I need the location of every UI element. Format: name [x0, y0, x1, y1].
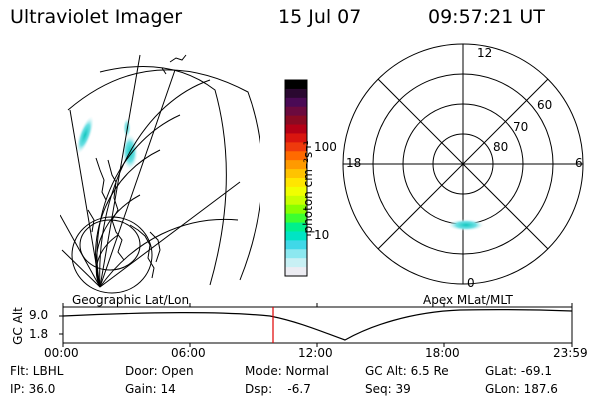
mlt-label-0: 0 — [467, 276, 475, 290]
colorbar-segment — [285, 80, 307, 90]
colorbar-tick-100: 100 — [314, 140, 337, 154]
mlt-label-18: 18 — [346, 156, 362, 170]
time-tick-2359: 23:59 — [553, 346, 588, 360]
glat-info: GLat: -69.1 — [485, 364, 552, 378]
filter-info: Flt: LBHL — [10, 364, 64, 378]
mlat-label-70: 70 — [513, 120, 529, 134]
colorbar-segment — [285, 160, 307, 170]
date-label: 15 Jul 07 — [278, 6, 362, 28]
colorbar-segment — [285, 169, 307, 179]
ip-info: IP: 36.0 — [10, 382, 56, 396]
colorbar-segment — [285, 124, 307, 135]
time-tick-0600: 06:00 — [171, 346, 206, 360]
glon-info: GLon: 187.6 — [485, 382, 558, 396]
colorbar-segment — [285, 258, 307, 268]
altitude-ytick-1.8: 1.8 — [29, 327, 49, 341]
colorbar-segment — [285, 249, 307, 259]
door-info: Door: Open — [125, 364, 194, 378]
time-tick-1800: 18:00 — [425, 346, 460, 360]
time-label: 09:57:21 UT — [428, 6, 545, 28]
colorbar-segment — [285, 186, 307, 197]
altitude-plot — [59, 303, 573, 347]
aurora-oval-emission — [448, 219, 484, 231]
colorbar-segment — [285, 204, 307, 215]
time-tick-1200: 12:00 — [298, 346, 333, 360]
colorbar-segment — [285, 115, 307, 126]
colorbar-segment — [285, 240, 307, 250]
colorbar-segment — [285, 267, 307, 277]
geographic-map-caption: Geographic Lat/Lon — [72, 293, 190, 307]
altitude-curve — [62, 308, 573, 341]
colorbar-segment — [285, 213, 307, 224]
altitude-ylabel: GC Alt — [11, 307, 25, 345]
mlt-label-12: 12 — [477, 46, 493, 60]
aurora-emission-faint — [76, 116, 94, 154]
colorbar-segment — [285, 106, 307, 117]
dsp-info: Dsp: -6.7 — [245, 382, 311, 396]
colorbar-segment — [285, 133, 307, 143]
time-tick-0000: 00:00 — [44, 346, 79, 360]
mlat-label-80: 80 — [493, 140, 509, 154]
colorbar-segment — [285, 151, 307, 161]
geographic-map — [60, 54, 260, 294]
gc-alt-info: GC Alt: 6.5 Re — [365, 364, 449, 378]
altitude-ytick-9: 9.0 — [29, 308, 49, 322]
colorbar-segment — [285, 231, 307, 241]
mlt-label-6: 6 — [575, 156, 583, 170]
colorbar-segment — [285, 142, 307, 152]
colorbar-segment — [285, 88, 307, 99]
colorbar-segment — [285, 97, 307, 108]
gain-info: Gain: 14 — [125, 382, 176, 396]
mode-info: Mode: Normal — [245, 364, 329, 378]
instrument-title: Ultraviolet Imager — [10, 6, 183, 28]
polar-map — [342, 43, 584, 285]
mlat-label-60: 60 — [537, 98, 553, 112]
polar-map-caption: Apex MLat/MLT — [423, 293, 513, 307]
colorbar-segment — [285, 222, 307, 233]
seq-info: Seq: 39 — [365, 382, 411, 396]
color-bar — [284, 79, 311, 277]
colorbar-tick-10: 10 — [314, 228, 330, 242]
colorbar-segment — [285, 178, 307, 188]
colorbar-unit-label: photon cm⁻²s⁻¹ — [301, 140, 315, 234]
colorbar-segment — [285, 195, 307, 206]
